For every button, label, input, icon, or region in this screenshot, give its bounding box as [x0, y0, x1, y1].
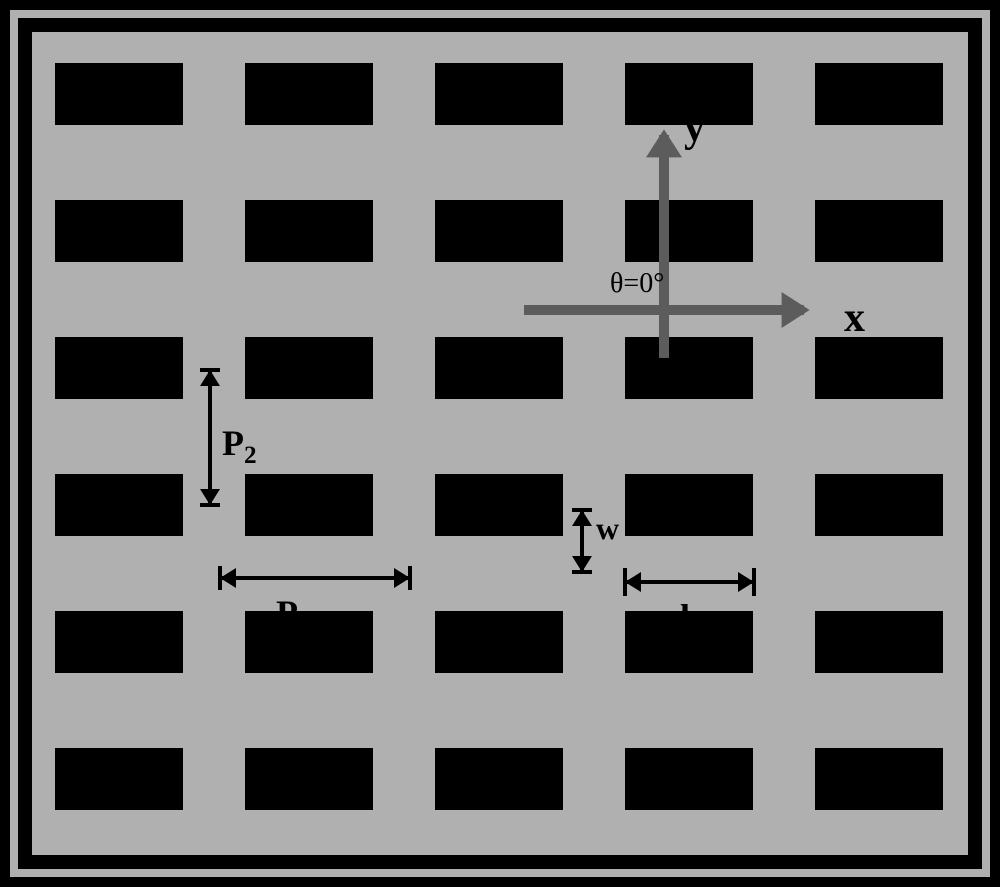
p1-label: P1	[276, 592, 311, 640]
unit-cell-rect	[435, 611, 563, 673]
unit-cell-rect	[435, 748, 563, 810]
unit-cell-rect	[55, 474, 183, 536]
p1-label-main: P	[276, 593, 298, 633]
unit-cell-rect	[55, 337, 183, 399]
unit-cell-rect	[55, 200, 183, 262]
unit-cell-rect	[815, 337, 943, 399]
p1-label-sub: 1	[298, 612, 311, 639]
unit-cell-rect	[245, 63, 373, 125]
theta-label-text: θ=0°	[610, 268, 664, 299]
theta-label: θ=0°	[610, 268, 664, 300]
l-label-text: l	[680, 597, 690, 637]
unit-cell-rect	[625, 748, 753, 810]
unit-cell-rect	[55, 748, 183, 810]
unit-cell-rect	[815, 474, 943, 536]
unit-cell-rect	[435, 63, 563, 125]
unit-cell-rect	[245, 200, 373, 262]
unit-cell-rect	[245, 748, 373, 810]
y-axis-label-text: y	[684, 105, 705, 151]
unit-cell-rect	[625, 337, 753, 399]
w-label: w	[596, 510, 619, 547]
unit-cell-rect	[245, 337, 373, 399]
w-label-text: w	[596, 510, 619, 546]
diagram-canvas: xyθ=0°P2P1wl	[0, 0, 1000, 887]
unit-cell-rect	[815, 63, 943, 125]
p2-label-sub: 2	[244, 442, 257, 469]
p2-label-main: P	[222, 423, 244, 463]
unit-cell-rect	[55, 611, 183, 673]
unit-cell-rect	[435, 337, 563, 399]
unit-cell-rect	[435, 474, 563, 536]
l-label: l	[680, 596, 690, 638]
unit-cell-rect	[435, 200, 563, 262]
unit-cell-rect	[625, 200, 753, 262]
unit-cell-rect	[245, 474, 373, 536]
y-axis-label: y	[684, 104, 705, 152]
x-axis-label: x	[844, 294, 865, 342]
unit-cell-rect	[55, 63, 183, 125]
diagram-svg	[0, 0, 1000, 887]
unit-cell-rect	[815, 748, 943, 810]
x-axis-label-text: x	[844, 295, 865, 341]
unit-cell-rect	[815, 611, 943, 673]
unit-cell-rect	[625, 474, 753, 536]
p2-label: P2	[222, 422, 257, 470]
unit-cell-rect	[815, 200, 943, 262]
